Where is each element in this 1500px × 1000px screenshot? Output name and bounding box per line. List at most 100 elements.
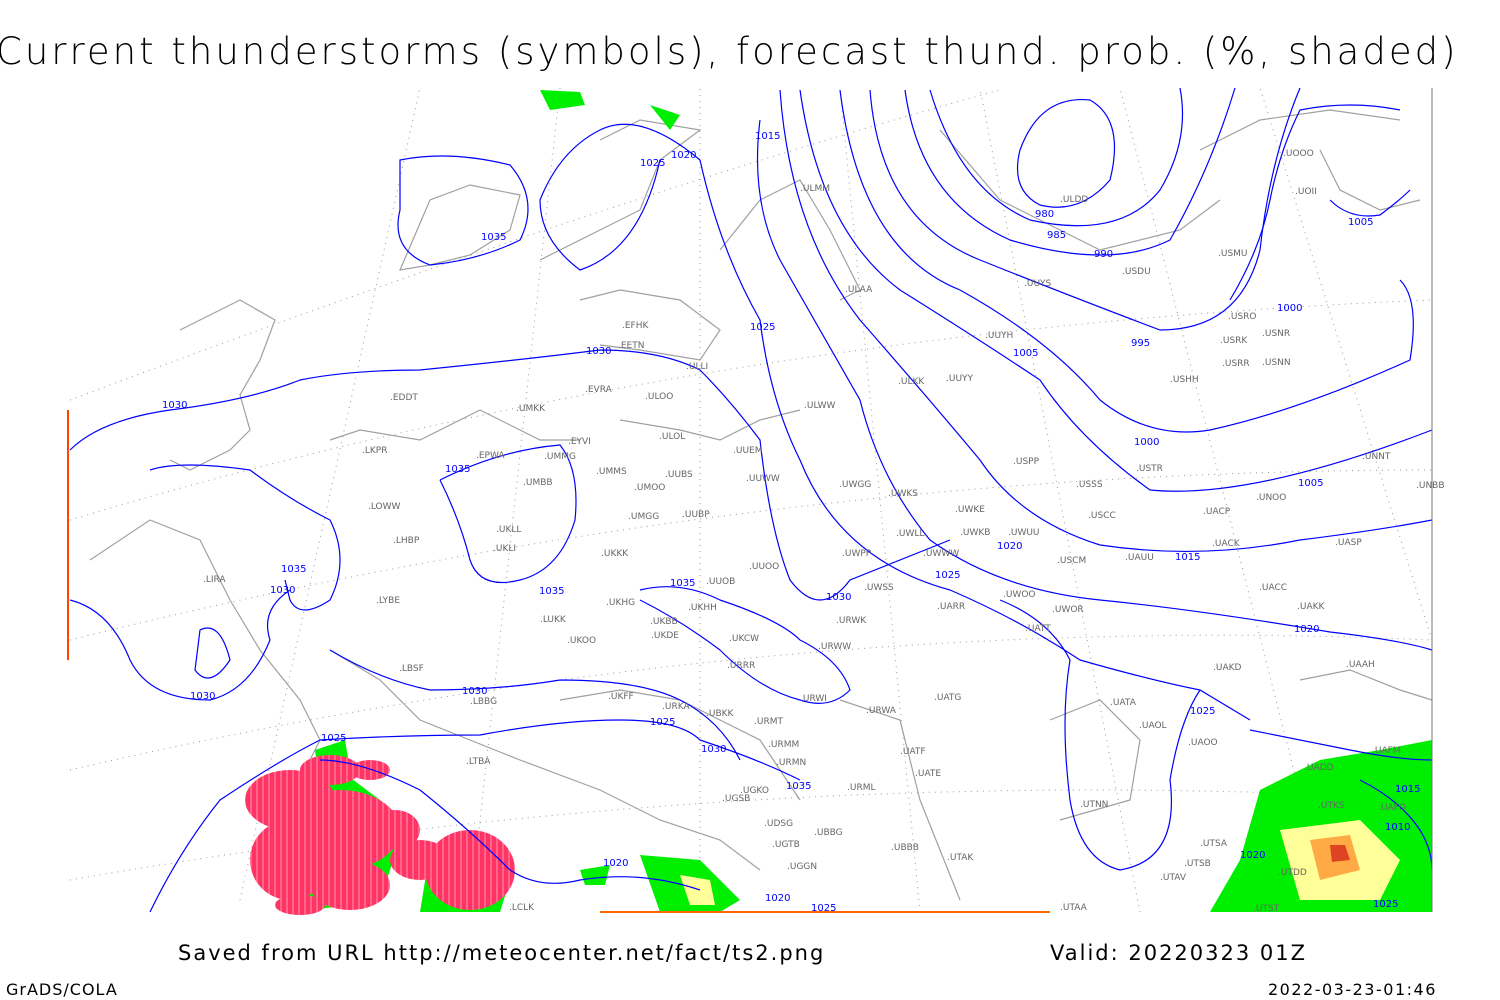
station-label: .URMN [776, 758, 806, 768]
isobar [319, 759, 701, 891]
isobar-label: 1020 [1294, 624, 1319, 635]
station-label: .LHBP [393, 536, 420, 546]
station-label: .UWKE [955, 505, 985, 515]
isobar [699, 159, 1251, 721]
station-label: .UMMG [544, 452, 576, 462]
station-label: .UKKK [601, 549, 629, 559]
station-label: .LTBA [466, 757, 491, 767]
isobar [194, 627, 231, 679]
station-label: .UAFO [1378, 803, 1406, 813]
valid-time-text: Valid: 20220323 01Z [1050, 941, 1308, 965]
isobar [904, 87, 1236, 256]
isobar-label: 1035 [481, 232, 506, 243]
coastline [1319, 149, 1421, 211]
station-label: .UOOO [1283, 149, 1314, 159]
station-label: .UWOO [1003, 590, 1036, 600]
isobar [1359, 779, 1433, 871]
station-label: .UATT [1025, 624, 1051, 634]
thunderstorm-symbol [370, 810, 420, 850]
coastline [1299, 669, 1433, 701]
station-label: .UTKS [1318, 801, 1345, 811]
probability-area [580, 865, 610, 885]
isobar-label: 1035 [786, 781, 811, 792]
isobar [1229, 104, 1401, 301]
isobar [539, 123, 701, 271]
isobar-label: 1035 [445, 464, 470, 475]
isobar [839, 89, 1414, 433]
station-label: .ULOO [645, 392, 673, 402]
station-label: .USRR [1222, 359, 1250, 369]
map-title: Current thunderstorms (symbols), forecas… [0, 30, 1459, 73]
isobar-label: 1020 [603, 858, 628, 869]
isobar [439, 444, 577, 584]
isobar [149, 464, 341, 611]
station-label: .UUBS [665, 470, 693, 480]
station-label: .UACP [1203, 507, 1231, 517]
isobar-label: 1030 [190, 691, 215, 702]
station-label: .UBBG [814, 828, 843, 838]
isobar-label: 1000 [1277, 303, 1302, 314]
station-label: .EETN [618, 341, 644, 351]
probability-area [680, 875, 715, 905]
station-label: .UAOO [1188, 738, 1218, 748]
station-label: .UACK [1212, 539, 1241, 549]
grid-line [69, 789, 1433, 881]
grid-line [69, 89, 1001, 401]
station-label: .USMU [1218, 249, 1248, 259]
isobar [869, 87, 1301, 331]
station-label: .UAUU [1125, 553, 1154, 563]
station-label: .LKPR [362, 446, 387, 456]
grid-line [979, 87, 1141, 913]
thunderstorm-symbol [350, 760, 390, 780]
station-label: .USDU [1122, 267, 1151, 277]
station-label: .UWOR [1052, 605, 1084, 615]
station-label: .URWK [836, 616, 867, 626]
isobar [1249, 729, 1433, 761]
station-label: .URMT [754, 717, 783, 727]
isobar-label: 1035 [539, 586, 564, 597]
station-label: .UATE [915, 769, 941, 779]
station-label: .UAOL [1139, 721, 1167, 731]
generation-timestamp: 2022-03-23-01:46 [1268, 980, 1437, 999]
station-label: .USCC [1088, 511, 1116, 521]
grid-line [239, 87, 421, 901]
station-label: .UKHH [688, 603, 717, 613]
station-label: .ULAA [845, 285, 873, 295]
station-label: .URWI [800, 694, 827, 704]
station-label: .UADD [1304, 763, 1334, 773]
station-label: .LIRA [203, 575, 226, 585]
isobars [69, 87, 1433, 913]
isobar-labels: 1015 1020 1025 1035 980 985 990 995 1000 1005 1005… [162, 131, 1420, 914]
isobar-label: 1020 [997, 541, 1022, 552]
station-label: .UKCW [729, 634, 759, 644]
isobar [1016, 98, 1116, 208]
isobar-label: 1030 [270, 585, 295, 596]
station-label: .USSS [1076, 480, 1103, 490]
station-label: .UUEM [733, 446, 763, 456]
station-label: .UWKB [960, 528, 990, 538]
isobar [999, 599, 1201, 871]
station-label: .UACC [1259, 583, 1287, 593]
isobar-label: 1025 [640, 158, 665, 169]
station-label: .UNNT [1362, 452, 1391, 462]
station-label: .ULOL [659, 432, 685, 442]
isobar-label: 1005 [1013, 348, 1038, 359]
thunderstorm-symbol [310, 860, 390, 910]
station-label: .UATA [1110, 698, 1137, 708]
station-label: .UMMS [596, 467, 627, 477]
isobar [756, 119, 1433, 651]
probability-area [1330, 845, 1350, 862]
station-label: .UUYS [1024, 279, 1052, 289]
station-label: .UGTB [772, 840, 800, 850]
station-label: .UGKO [740, 786, 769, 796]
isobar-label: 1020 [765, 893, 790, 904]
coastline [1199, 109, 1401, 151]
station-label: .UMKK [516, 404, 546, 414]
station-label: .ULKK [898, 377, 925, 387]
grid-line [69, 299, 1433, 521]
station-label: .URRR [727, 661, 755, 671]
grid-line [1119, 87, 1331, 913]
coastline [619, 409, 801, 441]
station-labels: .ULMM .ULDD .USDU .UUYS .ULAA .USMU .UOOO .UOII… [203, 149, 1445, 914]
